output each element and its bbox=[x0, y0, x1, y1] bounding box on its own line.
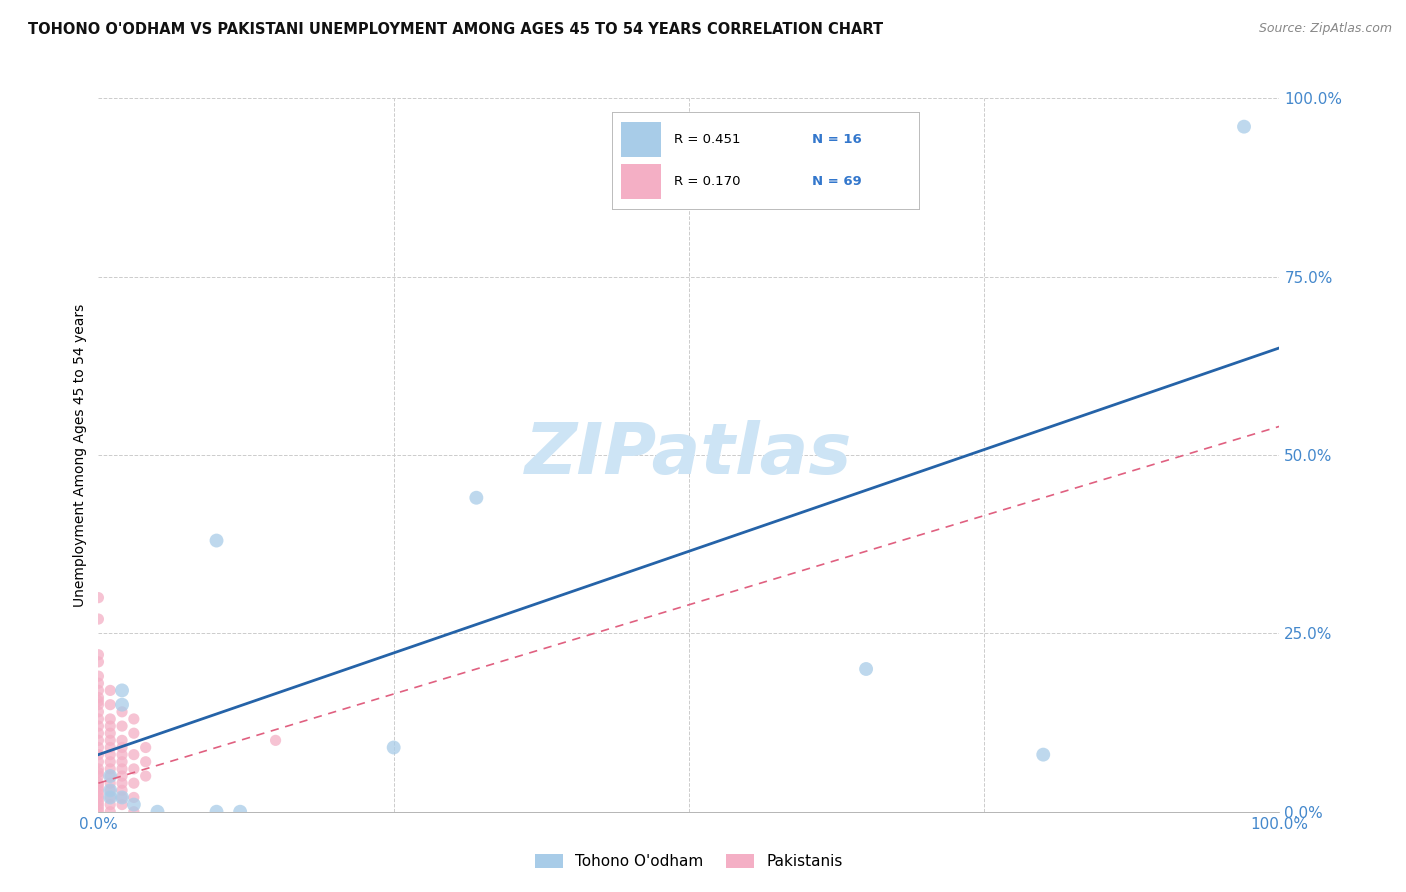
Point bbox=[87, 797, 110, 812]
Point bbox=[87, 612, 110, 626]
Point bbox=[111, 747, 134, 762]
Point bbox=[87, 776, 110, 790]
Point bbox=[87, 719, 110, 733]
Point bbox=[122, 762, 145, 776]
Point bbox=[87, 801, 110, 815]
Point bbox=[98, 719, 121, 733]
Point bbox=[122, 747, 145, 762]
Point bbox=[111, 740, 134, 755]
Point bbox=[146, 805, 169, 819]
Point bbox=[87, 765, 110, 780]
Point bbox=[111, 683, 134, 698]
Point bbox=[87, 794, 110, 808]
Point bbox=[122, 776, 145, 790]
Point bbox=[87, 669, 110, 683]
Point bbox=[111, 733, 134, 747]
Point bbox=[87, 705, 110, 719]
Point bbox=[98, 762, 121, 776]
Point bbox=[98, 747, 121, 762]
Point bbox=[87, 726, 110, 740]
Point bbox=[111, 790, 134, 805]
Point bbox=[855, 662, 877, 676]
Point bbox=[98, 783, 121, 797]
Text: ZIPatlas: ZIPatlas bbox=[526, 420, 852, 490]
Point bbox=[87, 783, 110, 797]
Point bbox=[264, 733, 287, 747]
Point bbox=[87, 747, 110, 762]
Point bbox=[98, 783, 121, 797]
Point bbox=[98, 769, 121, 783]
Point bbox=[87, 648, 110, 662]
Point bbox=[122, 726, 145, 740]
Legend: Tohono O'odham, Pakistanis: Tohono O'odham, Pakistanis bbox=[529, 847, 849, 875]
Point bbox=[111, 783, 134, 797]
Text: TOHONO O'ODHAM VS PAKISTANI UNEMPLOYMENT AMONG AGES 45 TO 54 YEARS CORRELATION C: TOHONO O'ODHAM VS PAKISTANI UNEMPLOYMENT… bbox=[28, 22, 883, 37]
Point bbox=[87, 690, 110, 705]
Point bbox=[111, 698, 134, 712]
Point bbox=[87, 733, 110, 747]
Point bbox=[98, 755, 121, 769]
Point bbox=[87, 740, 110, 755]
Point bbox=[111, 762, 134, 776]
Point bbox=[98, 733, 121, 747]
Point bbox=[87, 676, 110, 690]
Point bbox=[98, 712, 121, 726]
Point bbox=[87, 712, 110, 726]
Point bbox=[87, 655, 110, 669]
Point bbox=[135, 755, 157, 769]
Point bbox=[122, 797, 145, 812]
Point bbox=[98, 776, 121, 790]
Point bbox=[98, 726, 121, 740]
Point bbox=[1233, 120, 1256, 134]
Point bbox=[122, 790, 145, 805]
Point bbox=[229, 805, 252, 819]
Point bbox=[87, 762, 110, 776]
Point bbox=[98, 797, 121, 812]
Point bbox=[135, 740, 157, 755]
Point bbox=[111, 790, 134, 805]
Point bbox=[98, 769, 121, 783]
Point bbox=[98, 805, 121, 819]
Point bbox=[87, 805, 110, 819]
Point bbox=[98, 698, 121, 712]
Point bbox=[111, 755, 134, 769]
Point bbox=[122, 712, 145, 726]
Point bbox=[1032, 747, 1054, 762]
Text: Source: ZipAtlas.com: Source: ZipAtlas.com bbox=[1258, 22, 1392, 36]
Point bbox=[87, 787, 110, 801]
Point bbox=[382, 740, 405, 755]
Point bbox=[87, 683, 110, 698]
Point bbox=[87, 780, 110, 794]
Point bbox=[205, 805, 228, 819]
Point bbox=[87, 694, 110, 708]
Point bbox=[98, 790, 121, 805]
Point bbox=[98, 740, 121, 755]
Point bbox=[135, 769, 157, 783]
Point bbox=[87, 591, 110, 605]
Point bbox=[111, 705, 134, 719]
Point bbox=[111, 719, 134, 733]
Point bbox=[111, 769, 134, 783]
Point bbox=[111, 797, 134, 812]
Point bbox=[98, 683, 121, 698]
Point bbox=[205, 533, 228, 548]
Y-axis label: Unemployment Among Ages 45 to 54 years: Unemployment Among Ages 45 to 54 years bbox=[73, 303, 87, 607]
Point bbox=[87, 769, 110, 783]
Point bbox=[87, 698, 110, 712]
Point bbox=[87, 755, 110, 769]
Point bbox=[98, 790, 121, 805]
Point bbox=[87, 790, 110, 805]
Point bbox=[465, 491, 488, 505]
Point bbox=[111, 776, 134, 790]
Point bbox=[122, 805, 145, 819]
